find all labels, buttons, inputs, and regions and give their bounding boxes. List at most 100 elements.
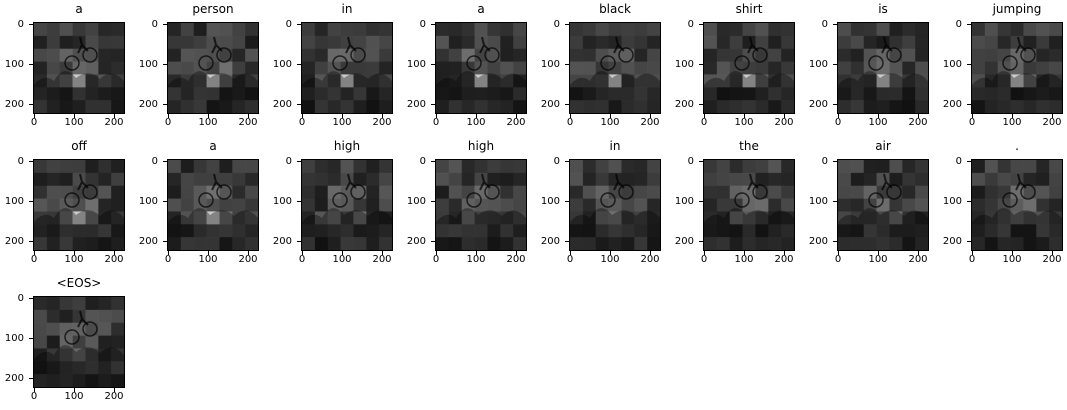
attention-cell xyxy=(72,160,86,174)
attention-cell xyxy=(902,35,916,50)
attention-cell xyxy=(1036,100,1050,113)
attention-cell xyxy=(314,35,329,50)
attention-cell xyxy=(111,35,124,50)
attention-cell xyxy=(85,74,99,88)
attention-cell xyxy=(180,211,195,225)
attention-cell xyxy=(193,224,208,238)
attention-cell xyxy=(34,322,48,337)
attention-cell xyxy=(729,100,744,113)
attention-cell xyxy=(500,74,514,88)
attention-cell xyxy=(46,348,61,362)
attention-panel: in 0 100 200 0 100 200 xyxy=(536,139,661,265)
x-tick-mark xyxy=(918,114,919,118)
attention-cell xyxy=(997,35,1012,50)
rider-silhouette xyxy=(211,173,223,191)
attention-cell xyxy=(850,87,865,101)
attention-heatmap xyxy=(435,22,527,114)
attention-cell xyxy=(704,185,718,200)
attention-cell xyxy=(647,74,660,88)
tree-silhouette xyxy=(34,345,124,387)
attention-cell xyxy=(59,211,74,225)
attention-cell xyxy=(46,361,61,375)
attention-cell xyxy=(984,160,999,174)
attention-cell xyxy=(487,160,501,174)
rider-silhouette xyxy=(479,173,491,191)
attention-cell xyxy=(379,74,392,88)
x-tick-mark xyxy=(382,114,383,118)
attention-cell xyxy=(327,35,342,50)
attention-cell xyxy=(314,100,329,113)
attention-cell xyxy=(98,361,112,375)
tree-silhouette xyxy=(570,208,660,250)
attention-cell xyxy=(98,74,112,88)
x-tick-mark xyxy=(34,114,35,118)
rider-silhouette xyxy=(613,173,625,191)
attention-cell xyxy=(72,374,86,387)
rider-silhouette xyxy=(479,36,491,54)
attention-cell xyxy=(704,237,718,250)
y-tick-mark xyxy=(565,161,569,162)
attention-cell xyxy=(1023,74,1037,88)
rider-silhouette xyxy=(345,173,357,191)
attention-cell xyxy=(340,198,354,212)
x-tick-label: 100 xyxy=(64,391,84,402)
attention-cell xyxy=(570,224,584,238)
attention-cell xyxy=(85,335,99,349)
attention-cell xyxy=(206,87,220,101)
attention-cell xyxy=(379,224,392,238)
attention-cell xyxy=(755,61,769,75)
attention-cell xyxy=(876,198,890,212)
y-tick-label: 100 xyxy=(138,196,158,207)
attention-cell xyxy=(461,74,476,88)
attention-cell xyxy=(34,348,48,362)
bike-wheel xyxy=(618,184,634,200)
attention-cell xyxy=(997,160,1012,174)
attention-cell xyxy=(353,160,367,174)
attention-heatmap xyxy=(569,22,661,114)
attention-cell xyxy=(448,61,463,75)
attention-cell xyxy=(180,87,195,101)
attention-heatmap xyxy=(435,159,527,251)
attention-cell xyxy=(487,35,501,50)
attention-cell xyxy=(85,309,99,324)
attention-cell xyxy=(768,237,782,250)
attention-heatmap xyxy=(33,22,125,114)
attention-cell xyxy=(206,48,220,63)
y-tick-mark xyxy=(297,161,301,162)
x-tick-mark xyxy=(516,114,517,118)
attention-panel: the 0 100 200 0 100 200 xyxy=(670,139,795,265)
attention-cell xyxy=(448,100,463,113)
attention-cell xyxy=(582,224,597,238)
bike-wheel xyxy=(618,47,634,63)
attention-cell xyxy=(984,87,999,101)
attention-cell xyxy=(474,185,488,200)
x-tick-label: 100 xyxy=(1002,254,1022,265)
attention-cell xyxy=(570,211,584,225)
attention-cell xyxy=(729,48,744,63)
x-tick-label: 100 xyxy=(198,254,218,265)
attention-cell xyxy=(595,172,610,187)
attention-cell xyxy=(219,237,233,250)
attention-cell xyxy=(448,211,463,225)
attention-cell xyxy=(984,211,999,225)
attention-cell xyxy=(219,160,233,174)
y-tick-label: 0 xyxy=(821,19,828,30)
x-tick-mark xyxy=(878,251,879,255)
attention-cell xyxy=(972,160,986,174)
attention-cell xyxy=(582,185,597,200)
attention-cell xyxy=(340,160,354,174)
attention-cell xyxy=(379,198,392,212)
attention-cell xyxy=(72,211,86,225)
x-tick-label: 0 xyxy=(432,254,440,265)
attention-cell xyxy=(768,35,782,50)
attention-cell xyxy=(327,74,342,88)
x-tick-label: 100 xyxy=(466,117,486,128)
attention-cell xyxy=(1036,74,1050,88)
attention-cell xyxy=(889,172,903,187)
attention-cell xyxy=(742,198,756,212)
bike-wheel xyxy=(82,184,98,200)
attention-cell xyxy=(85,211,99,225)
attention-cell xyxy=(889,23,903,37)
attention-cell xyxy=(474,237,488,250)
attention-cell xyxy=(972,237,986,250)
